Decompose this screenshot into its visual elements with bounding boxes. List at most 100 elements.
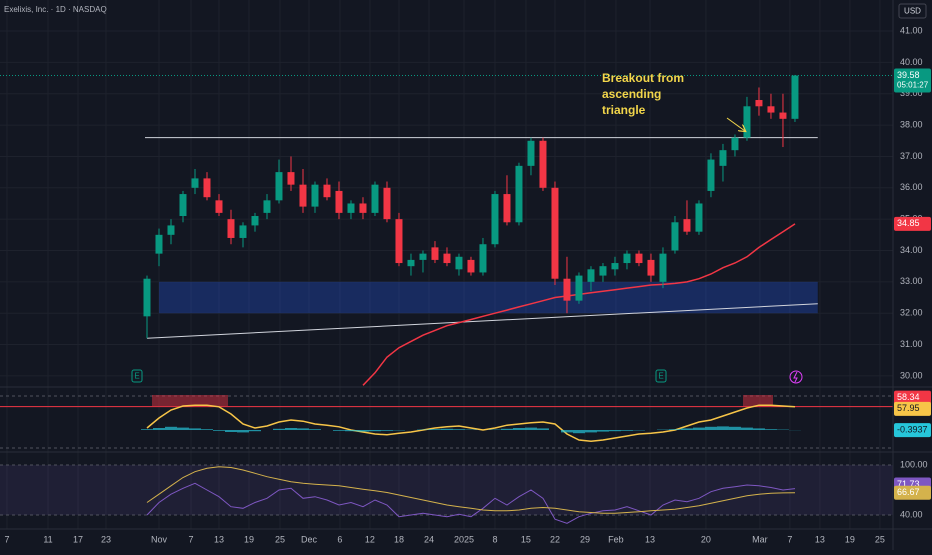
candle-body <box>551 188 558 279</box>
svg-text:E: E <box>134 372 139 381</box>
x-tick-label: 19 <box>845 534 855 544</box>
candle-body <box>203 178 210 197</box>
histogram-bar <box>681 428 693 430</box>
histogram-bar <box>501 429 513 430</box>
y-tick-label: 34.00 <box>900 245 923 255</box>
candle-body <box>263 200 270 213</box>
candle-body <box>179 194 186 216</box>
chart-title: Exelixis, Inc. · 1D · NASDAQ <box>4 5 107 14</box>
y-tick-label: 36.00 <box>900 182 923 192</box>
candle-body <box>419 254 426 260</box>
candle-body <box>191 178 198 187</box>
candle-body <box>347 203 354 212</box>
rsi-pane <box>0 465 893 523</box>
candle-body <box>671 222 678 250</box>
candle-body <box>455 257 462 270</box>
histogram-bar <box>309 429 321 430</box>
histogram-bar <box>729 427 741 430</box>
candle-body <box>527 141 534 166</box>
oscillator-label: 57.95 <box>897 403 920 413</box>
histogram-bar <box>273 429 285 430</box>
histogram-bar <box>213 430 225 431</box>
candle-body <box>563 279 570 301</box>
histogram-bar <box>765 429 777 430</box>
x-tick-label: 25 <box>875 534 885 544</box>
histogram-bar <box>357 430 369 432</box>
histogram-bar <box>165 427 177 430</box>
candle-body <box>599 266 606 275</box>
histogram-bar <box>237 430 249 432</box>
x-tick-label: 23 <box>101 534 111 544</box>
rsi-band <box>0 465 893 515</box>
candle-body <box>383 188 390 219</box>
candle-body <box>719 150 726 166</box>
y-tick-label: 100.00 <box>900 459 928 469</box>
y-tick-label: 32.00 <box>900 308 923 318</box>
candle-body <box>623 254 630 263</box>
rsi-label: 66.67 <box>897 487 920 497</box>
candle-body <box>311 185 318 207</box>
overbought-shade <box>152 395 228 406</box>
histogram-bar <box>141 429 153 430</box>
y-tick-label: 30.00 <box>900 370 923 380</box>
ma-label: 34.85 <box>897 218 920 228</box>
candle-body <box>299 185 306 207</box>
x-tick-label: 25 <box>275 534 285 544</box>
x-tick-label: 6 <box>337 534 342 544</box>
candle-body <box>683 219 690 232</box>
histogram-bar <box>429 429 441 430</box>
histogram-bar <box>621 430 633 431</box>
x-tick-label: 7 <box>189 534 194 544</box>
candle-body <box>743 106 750 137</box>
candle-body <box>155 235 162 254</box>
histogram-bar <box>345 430 357 431</box>
histogram-bar <box>717 426 729 430</box>
x-tick-label: 7 <box>4 534 9 544</box>
currency: USD <box>904 7 921 16</box>
candle-body <box>635 254 642 263</box>
histogram-bar <box>441 429 453 430</box>
candle-body <box>431 247 438 260</box>
candle-body <box>287 172 294 185</box>
histogram-label: -0.3937 <box>897 425 928 435</box>
histogram-bar <box>669 429 681 430</box>
y-tick-label: 41.00 <box>900 25 923 35</box>
histogram-bar <box>249 430 261 431</box>
candle-body <box>755 100 762 106</box>
x-tick-label: 13 <box>214 534 224 544</box>
x-tick-label: 19 <box>244 534 254 544</box>
x-tick-label: 18 <box>394 534 404 544</box>
histogram-bar <box>537 428 549 430</box>
countdown: 05:01:27 <box>897 81 929 90</box>
histogram-bar <box>597 430 609 432</box>
histogram-bar <box>225 430 237 432</box>
candle-body <box>167 225 174 234</box>
histogram-bar <box>609 430 621 431</box>
level-label: 58.34 <box>897 392 920 402</box>
candle-body <box>407 260 414 266</box>
x-tick-label: 29 <box>580 534 590 544</box>
histogram-bar <box>525 428 537 430</box>
histogram-bar <box>285 428 297 430</box>
histogram-bar <box>189 428 201 430</box>
y-tick-label: 38.00 <box>900 119 923 129</box>
candle-body <box>479 244 486 272</box>
candle-body <box>143 279 150 317</box>
histogram-bar <box>201 429 213 430</box>
candle-body <box>227 219 234 238</box>
candle-body <box>539 141 546 188</box>
candle-body <box>647 260 654 276</box>
x-tick-label: 7 <box>787 534 792 544</box>
candle-body <box>323 185 330 198</box>
histogram-bar <box>381 430 393 431</box>
candle-body <box>371 185 378 213</box>
y-tick-label: 40.00 <box>900 57 923 67</box>
histogram-bar <box>153 428 165 430</box>
x-tick-label: Nov <box>151 534 168 544</box>
x-tick-label: 2025 <box>454 534 474 544</box>
histogram-bar <box>741 428 753 430</box>
last-price: 39.58 <box>897 70 920 80</box>
candle-body <box>611 263 618 269</box>
candle-body <box>659 254 666 282</box>
